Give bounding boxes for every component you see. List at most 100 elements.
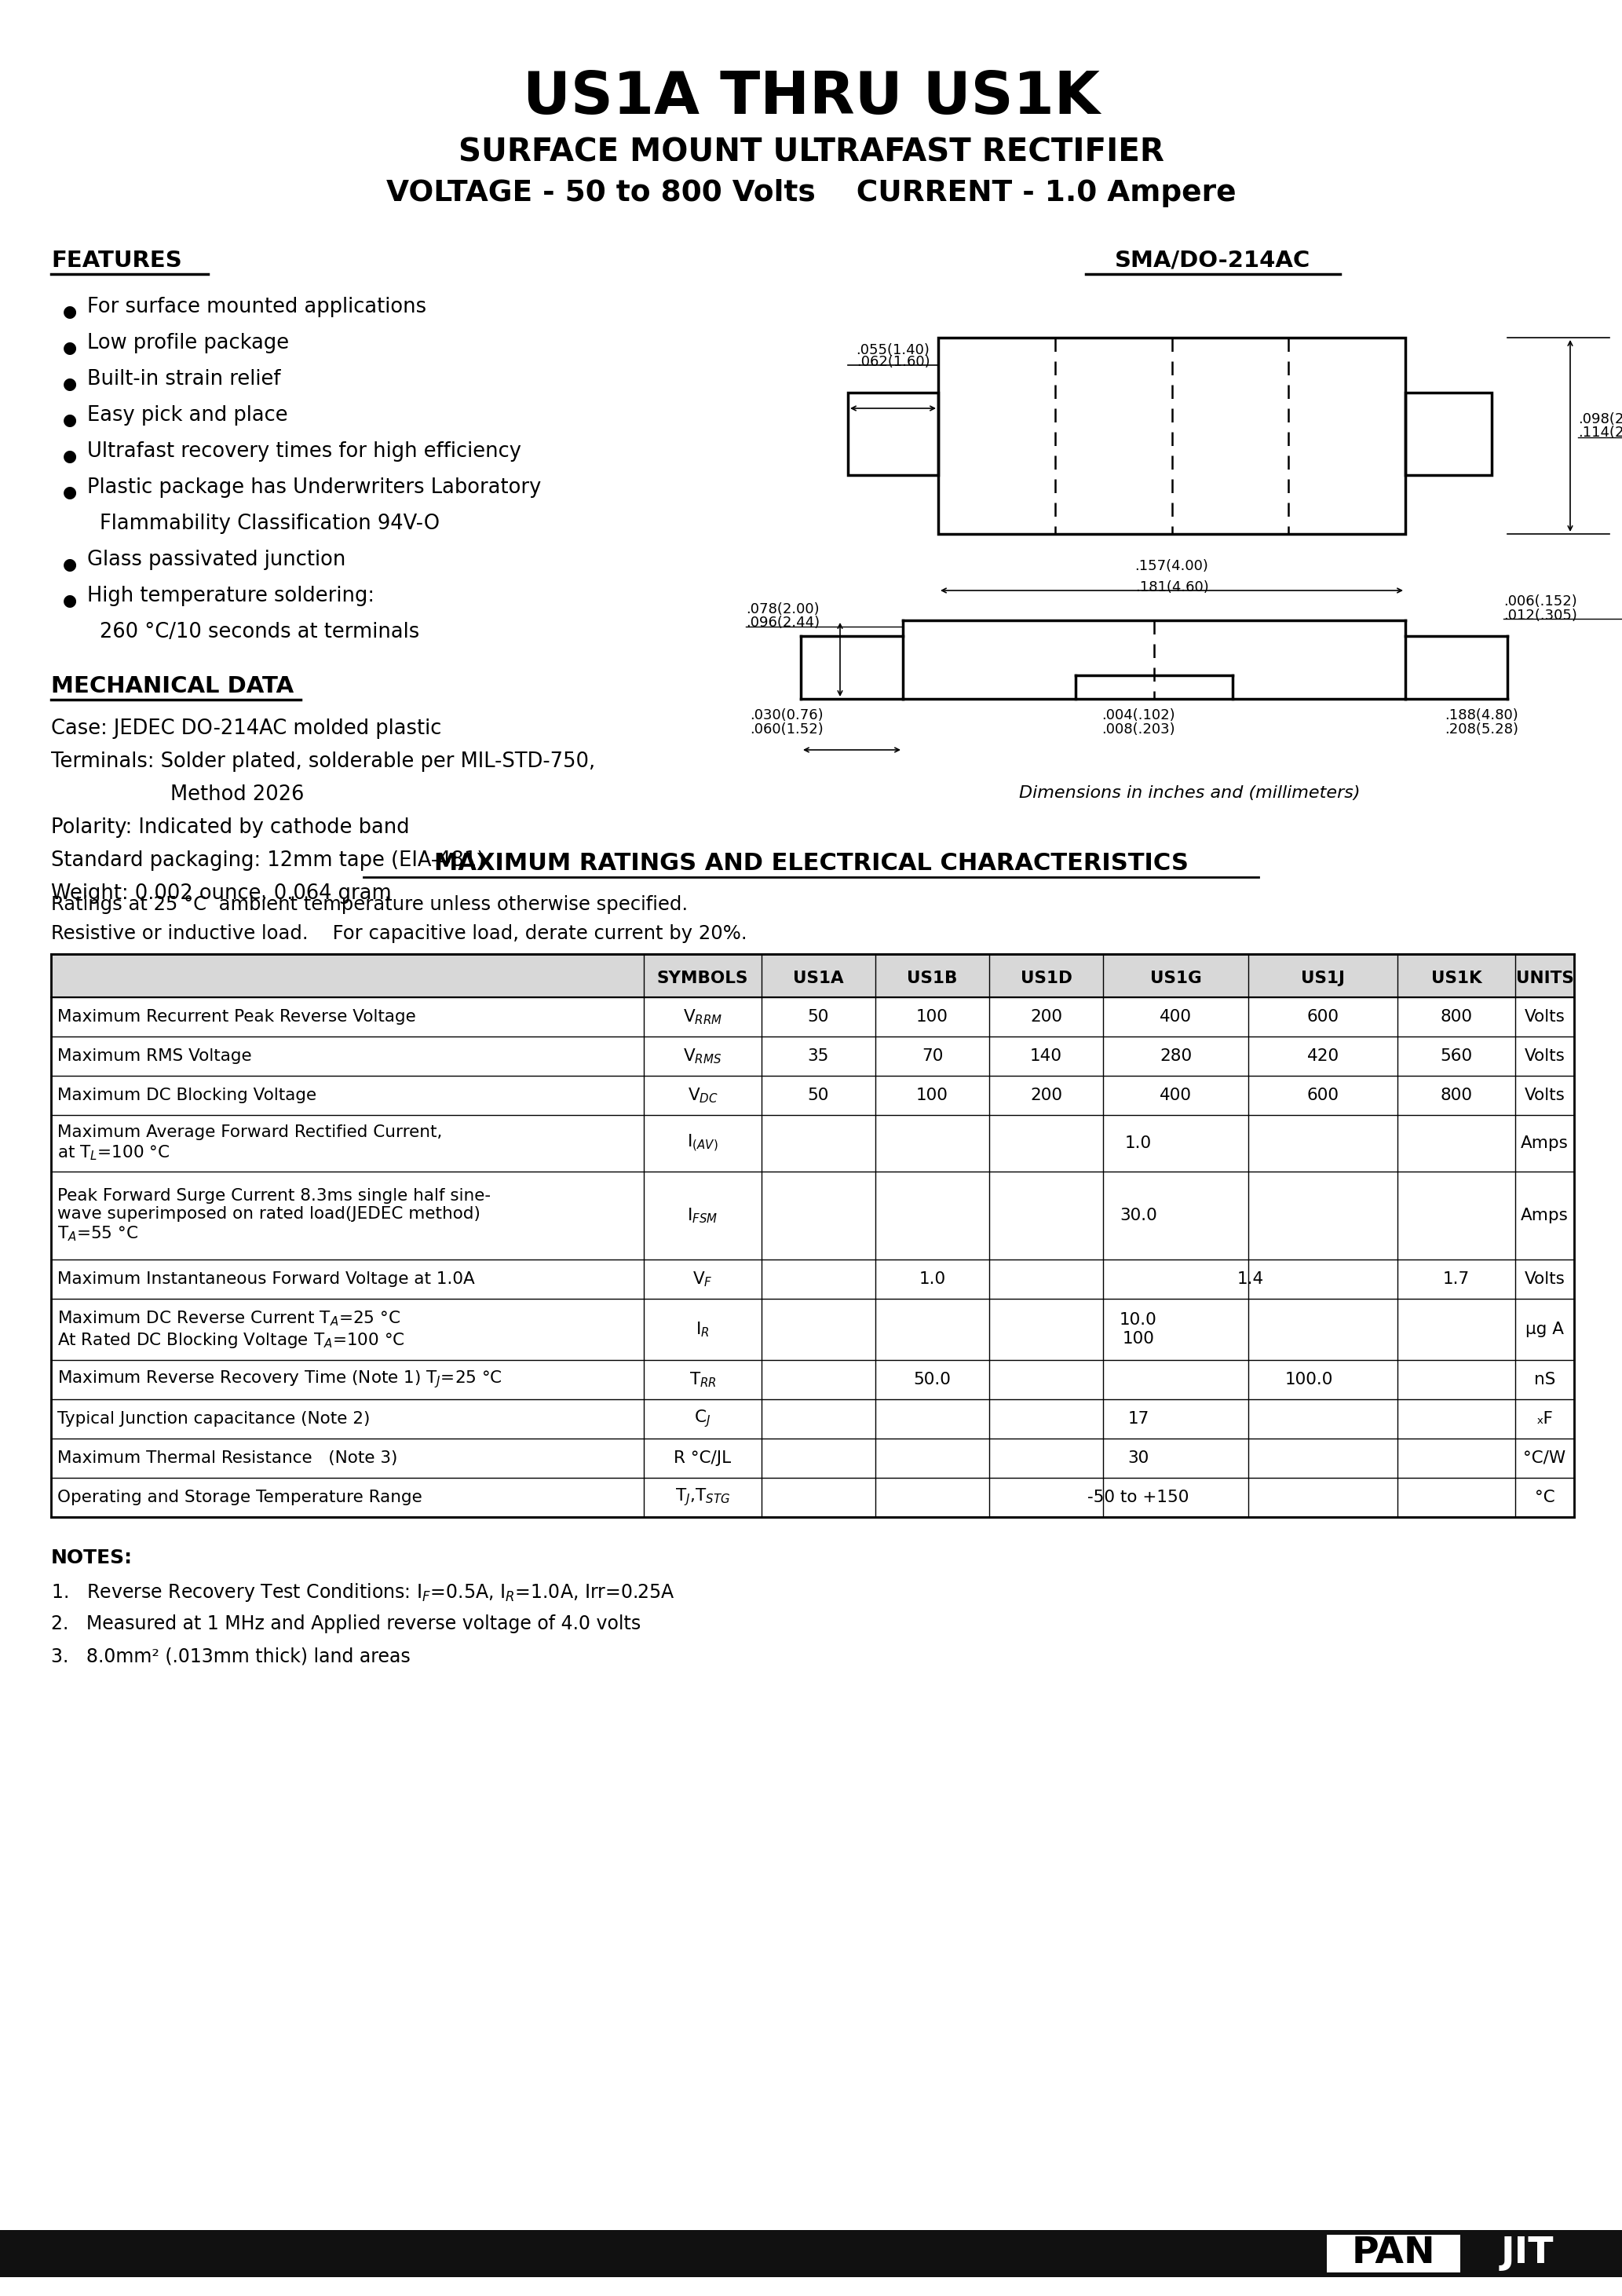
Text: T$_J$,T$_{STG}$: T$_J$,T$_{STG}$: [675, 1488, 730, 1508]
Text: Maximum DC Reverse Current T$_A$=25 °C
At Rated DC Blocking Voltage T$_A$=100 °C: Maximum DC Reverse Current T$_A$=25 °C A…: [57, 1309, 406, 1350]
Text: Volts: Volts: [1525, 1008, 1565, 1024]
Text: .062(1.60): .062(1.60): [856, 356, 929, 370]
Bar: [1405, 393, 1492, 475]
Text: Glass passivated junction: Glass passivated junction: [88, 549, 345, 569]
Text: .098(2.50): .098(2.50): [1578, 413, 1622, 427]
Text: °C: °C: [1534, 1490, 1555, 1506]
Text: US1A: US1A: [793, 971, 843, 985]
Text: Standard packaging: 12mm tape (EIA-481): Standard packaging: 12mm tape (EIA-481): [50, 850, 485, 870]
Text: Volts: Volts: [1525, 1049, 1565, 1063]
Text: US1A THRU US1K: US1A THRU US1K: [522, 69, 1100, 126]
Text: US1J: US1J: [1301, 971, 1345, 985]
Text: .060(1.52): .060(1.52): [749, 723, 824, 737]
Text: Dimensions in inches and (millimeters): Dimensions in inches and (millimeters): [1019, 785, 1359, 801]
Text: Case: JEDEC DO-214AC molded plastic: Case: JEDEC DO-214AC molded plastic: [50, 719, 441, 739]
Text: Maximum Average Forward Rectified Current,
at T$_L$=100 °C: Maximum Average Forward Rectified Curren…: [57, 1125, 443, 1162]
Text: 100: 100: [916, 1088, 949, 1104]
Text: Typical Junction capacitance (Note 2): Typical Junction capacitance (Note 2): [57, 1412, 370, 1426]
Text: 1.   Reverse Recovery Test Conditions: I$_F$=0.5A, I$_R$=1.0A, Irr=0.25A: 1. Reverse Recovery Test Conditions: I$_…: [50, 1582, 675, 1603]
Text: Maximum Recurrent Peak Reverse Voltage: Maximum Recurrent Peak Reverse Voltage: [57, 1008, 415, 1024]
Text: ●: ●: [63, 484, 76, 501]
Text: V$_{RRM}$: V$_{RRM}$: [683, 1008, 722, 1026]
Text: .157(4.00): .157(4.00): [1135, 560, 1208, 574]
Text: Polarity: Indicated by cathode band: Polarity: Indicated by cathode band: [50, 817, 409, 838]
Text: .078(2.00): .078(2.00): [746, 602, 819, 615]
Text: Plastic package has Underwriters Laboratory: Plastic package has Underwriters Laborat…: [88, 478, 542, 498]
Text: 400: 400: [1160, 1008, 1192, 1024]
Text: .030(0.76): .030(0.76): [749, 707, 824, 723]
Text: Low profile package: Low profile package: [88, 333, 289, 354]
Text: UNITS: UNITS: [1515, 971, 1573, 985]
Text: R °C/JL: R °C/JL: [675, 1451, 732, 1467]
Text: T$_{RR}$: T$_{RR}$: [689, 1371, 717, 1389]
Text: SYMBOLS: SYMBOLS: [657, 971, 748, 985]
Text: ●: ●: [63, 448, 76, 464]
Text: ●: ●: [63, 556, 76, 572]
Text: 2.   Measured at 1 MHz and Applied reverse voltage of 4.0 volts: 2. Measured at 1 MHz and Applied reverse…: [50, 1614, 641, 1632]
Text: Ratings at 25 °C  ambient temperature unless otherwise specified.: Ratings at 25 °C ambient temperature unl…: [50, 895, 688, 914]
Text: ●: ●: [63, 340, 76, 356]
Text: ₓF: ₓF: [1536, 1412, 1554, 1426]
Text: Operating and Storage Temperature Range: Operating and Storage Temperature Range: [57, 1490, 422, 1506]
Text: 1.7: 1.7: [1444, 1272, 1470, 1288]
Text: Maximum DC Blocking Voltage: Maximum DC Blocking Voltage: [57, 1088, 316, 1104]
Text: VOLTAGE - 50 to 800 Volts    CURRENT - 1.0 Ampere: VOLTAGE - 50 to 800 Volts CURRENT - 1.0 …: [386, 179, 1236, 207]
Bar: [50, 955, 1573, 996]
Text: Peak Forward Surge Current 8.3ms single half sine-
wave superimposed on rated lo: Peak Forward Surge Current 8.3ms single …: [57, 1187, 491, 1242]
Text: US1D: US1D: [1020, 971, 1072, 985]
Text: 50: 50: [808, 1008, 829, 1024]
Text: 70: 70: [921, 1049, 942, 1063]
Text: µg A: µg A: [1525, 1322, 1564, 1336]
Text: Resistive or inductive load.    For capacitive load, derate current by 20%.: Resistive or inductive load. For capacit…: [50, 925, 748, 944]
Text: .008(.203): .008(.203): [1101, 723, 1174, 737]
Text: .012(.305): .012(.305): [1504, 608, 1577, 622]
Text: ●: ●: [63, 303, 76, 319]
Text: MAXIMUM RATINGS AND ELECTRICAL CHARACTERISTICS: MAXIMUM RATINGS AND ELECTRICAL CHARACTER…: [433, 852, 1189, 875]
Text: Ultrafast recovery times for high efficiency: Ultrafast recovery times for high effici…: [88, 441, 521, 461]
Text: US1B: US1B: [907, 971, 957, 985]
Text: PAN: PAN: [1351, 2236, 1435, 2271]
Text: Easy pick and place: Easy pick and place: [88, 404, 287, 425]
Text: 3.   8.0mm² (.013mm thick) land areas: 3. 8.0mm² (.013mm thick) land areas: [50, 1649, 410, 1667]
Text: 140: 140: [1030, 1049, 1062, 1063]
Text: 420: 420: [1307, 1049, 1340, 1063]
Text: V$_{DC}$: V$_{DC}$: [688, 1086, 719, 1104]
Text: 560: 560: [1440, 1049, 1473, 1063]
Text: High temperature soldering:: High temperature soldering:: [88, 585, 375, 606]
Text: Maximum Instantaneous Forward Voltage at 1.0A: Maximum Instantaneous Forward Voltage at…: [57, 1272, 475, 1288]
Text: US1G: US1G: [1150, 971, 1202, 985]
Text: Built-in strain relief: Built-in strain relief: [88, 370, 281, 390]
Text: 30.0: 30.0: [1119, 1208, 1156, 1224]
Text: 600: 600: [1307, 1008, 1340, 1024]
Bar: [50, 955, 1573, 1518]
Text: Maximum Thermal Resistance   (Note 3): Maximum Thermal Resistance (Note 3): [57, 1451, 397, 1467]
Text: V$_{RMS}$: V$_{RMS}$: [683, 1047, 722, 1065]
Text: Volts: Volts: [1525, 1272, 1565, 1288]
Text: NOTES:: NOTES:: [50, 1548, 133, 1568]
Text: 30: 30: [1127, 1451, 1148, 1467]
Text: 260 °C/10 seconds at terminals: 260 °C/10 seconds at terminals: [99, 622, 420, 643]
Text: JIT: JIT: [1500, 2236, 1554, 2271]
Bar: [938, 338, 1405, 535]
Text: I$_{(AV)}$: I$_{(AV)}$: [688, 1132, 719, 1153]
Text: 600: 600: [1307, 1088, 1340, 1104]
Text: MECHANICAL DATA: MECHANICAL DATA: [50, 675, 294, 698]
Text: .181(4.60): .181(4.60): [1135, 581, 1208, 595]
Text: .208(5.28): .208(5.28): [1445, 723, 1518, 737]
Text: 800: 800: [1440, 1088, 1473, 1104]
Text: .055(1.40): .055(1.40): [856, 342, 929, 358]
Text: I$_{FSM}$: I$_{FSM}$: [688, 1205, 719, 1224]
Text: Flammability Classification 94V-O: Flammability Classification 94V-O: [99, 514, 440, 535]
Text: FEATURES: FEATURES: [50, 250, 182, 271]
Text: 100.0: 100.0: [1285, 1371, 1333, 1387]
Text: .004(.102): .004(.102): [1101, 707, 1174, 723]
Text: US1K: US1K: [1431, 971, 1483, 985]
Text: For surface mounted applications: For surface mounted applications: [88, 296, 427, 317]
Text: nS: nS: [1534, 1371, 1555, 1387]
Text: C$_J$: C$_J$: [694, 1407, 710, 1430]
Text: 1.0: 1.0: [1126, 1137, 1152, 1150]
Text: Method 2026: Method 2026: [170, 785, 305, 806]
Text: .114(2.90): .114(2.90): [1578, 425, 1622, 441]
Text: 1.4: 1.4: [1238, 1272, 1264, 1288]
Text: 1.0: 1.0: [920, 1272, 946, 1288]
